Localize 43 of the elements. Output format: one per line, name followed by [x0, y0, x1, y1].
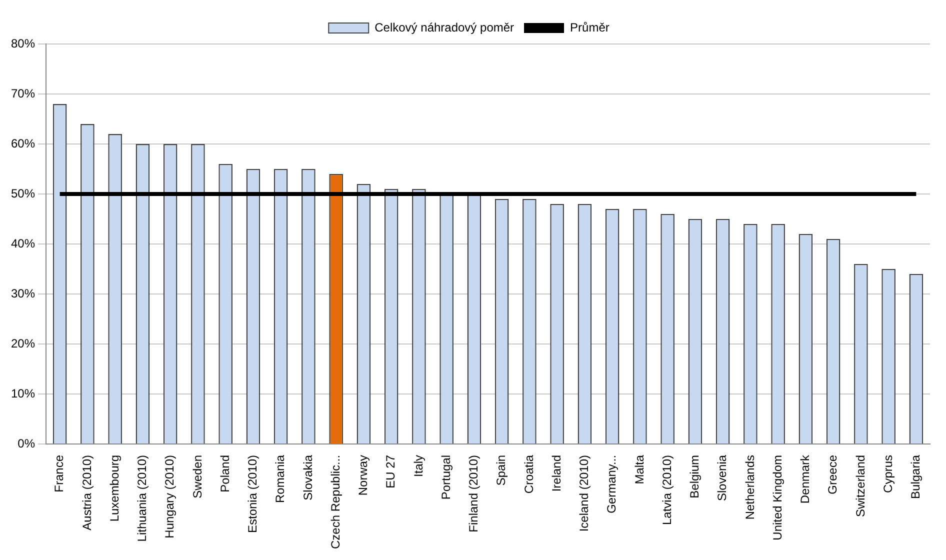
x-tick-label: Portugal — [438, 454, 453, 500]
x-tick-label: Czech Republic... — [328, 454, 342, 550]
x-tick-label: Luxembourg — [107, 454, 122, 522]
x-tick-label: Finland (2010) — [466, 454, 481, 532]
x-tick-label: Poland — [218, 454, 232, 492]
x-tick-label: Ireland — [549, 454, 564, 492]
x-tick-label: Iceland (2010) — [577, 454, 592, 532]
x-tick-label: Slovakia — [300, 454, 315, 500]
x-tick-label: Bulgaria — [908, 454, 922, 499]
x-tick-label: Denmark — [798, 454, 812, 504]
legend-label: Průměr — [570, 20, 610, 34]
x-tick-label: Cyprus — [880, 454, 895, 493]
x-tick-label: Sweden — [190, 454, 204, 498]
y-tick-label: 20% — [10, 336, 36, 350]
x-tick-label: Lithuania (2010) — [135, 454, 150, 542]
y-tick-label: 70% — [10, 86, 36, 100]
x-tick-label: Hungary (2010) — [162, 454, 177, 538]
x-tick-label: France — [52, 454, 66, 492]
y-tick-label: 40% — [10, 236, 36, 250]
x-tick-label: Slovenia — [715, 454, 730, 501]
x-tick-label: Croatia — [522, 454, 536, 494]
x-tick-label: EU 27 — [384, 454, 398, 488]
y-tick-label: 80% — [10, 36, 36, 50]
y-tick-label: 30% — [10, 286, 36, 300]
x-tick-label: Greece — [826, 454, 840, 494]
x-tick-label: United Kingdom — [770, 454, 784, 540]
x-tick-label: Spain — [494, 454, 508, 486]
x-tick-label: Germany... — [604, 454, 619, 514]
x-tick-label: Switzerland — [853, 454, 868, 517]
y-tick-label: 50% — [10, 186, 36, 200]
x-tick-label: Latvia (2010) — [660, 454, 674, 526]
y-tick-label: 0% — [18, 436, 36, 450]
x-tick-label: Netherlands — [742, 454, 757, 520]
x-tick-label: Belgium — [688, 454, 702, 498]
x-tick-label: Malta — [632, 454, 646, 484]
y-tick-label: 60% — [10, 136, 36, 150]
x-tick-label: Romania — [273, 454, 288, 503]
x-tick-label: Norway — [356, 454, 370, 496]
x-tick-label: Italy — [411, 454, 426, 477]
legend-label: Celkový náhradový poměr — [374, 20, 514, 34]
y-tick-label: 10% — [10, 386, 36, 400]
x-tick-label: Estonia (2010) — [246, 454, 260, 534]
x-tick-label: Austria (2010) — [80, 454, 94, 530]
